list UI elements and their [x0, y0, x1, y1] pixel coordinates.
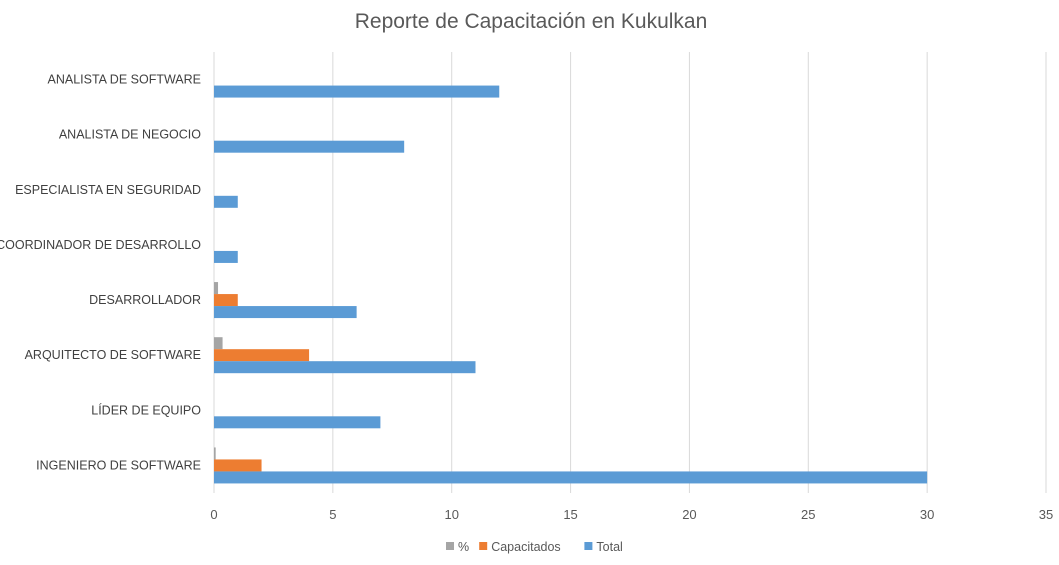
bar-total-3 — [214, 306, 357, 319]
bar--2 — [214, 337, 223, 350]
legend-label: Capacitados — [491, 540, 561, 554]
legend-swatch — [446, 542, 454, 550]
legend: % Capacitados Total — [446, 540, 623, 554]
bar-total-2 — [214, 361, 476, 374]
bar-total-0 — [214, 471, 928, 484]
bar-total-1 — [214, 416, 381, 429]
legend-swatch — [479, 542, 488, 550]
bar--3 — [214, 282, 219, 295]
category-label: ANALISTA DE SOFTWARE — [48, 73, 202, 87]
legend-label: Total — [596, 540, 622, 554]
x-tick-labels: 0 5 10 15 20 25 30 35 — [210, 507, 1053, 522]
bar-capacitados-3 — [214, 294, 238, 307]
bar--0 — [214, 447, 216, 460]
x-tick-label: 30 — [920, 507, 934, 522]
bars — [214, 85, 928, 484]
category-label: INGENIERO DE SOFTWARE — [36, 458, 201, 472]
x-tick-label: 0 — [210, 507, 217, 522]
x-tick-label: 20 — [682, 507, 696, 522]
bar-total-5 — [214, 195, 238, 208]
x-tick-label: 25 — [801, 507, 815, 522]
category-label: LÍDER DE EQUIPO — [91, 402, 201, 417]
category-label: COORDINADOR DE DESARROLLO — [0, 238, 201, 252]
bar-total-6 — [214, 140, 405, 153]
bar-capacitados-2 — [214, 349, 310, 362]
category-label: DESARROLLADOR — [89, 293, 201, 307]
bar-total-7 — [214, 85, 500, 98]
category-label: ANALISTA DE NEGOCIO — [59, 128, 201, 142]
bar-capacitados-0 — [214, 459, 262, 472]
x-tick-label: 10 — [444, 507, 458, 522]
chart-title: Reporte de Capacitación en Kukulkan — [355, 10, 708, 33]
bar-total-4 — [214, 250, 238, 263]
x-tick-label: 5 — [329, 507, 336, 522]
legend-swatch — [584, 542, 593, 550]
x-tick-label: 15 — [563, 507, 577, 522]
grid — [213, 52, 1047, 493]
legend-label: % — [458, 540, 469, 554]
category-label: ARQUITECTO DE SOFTWARE — [25, 348, 201, 362]
category-label: ESPECIALISTA EN SEGURIDAD — [15, 183, 201, 197]
x-tick-label: 35 — [1039, 507, 1053, 522]
category-labels: INGENIERO DE SOFTWARE LÍDER DE EQUIPO ARQU… — [0, 73, 201, 473]
